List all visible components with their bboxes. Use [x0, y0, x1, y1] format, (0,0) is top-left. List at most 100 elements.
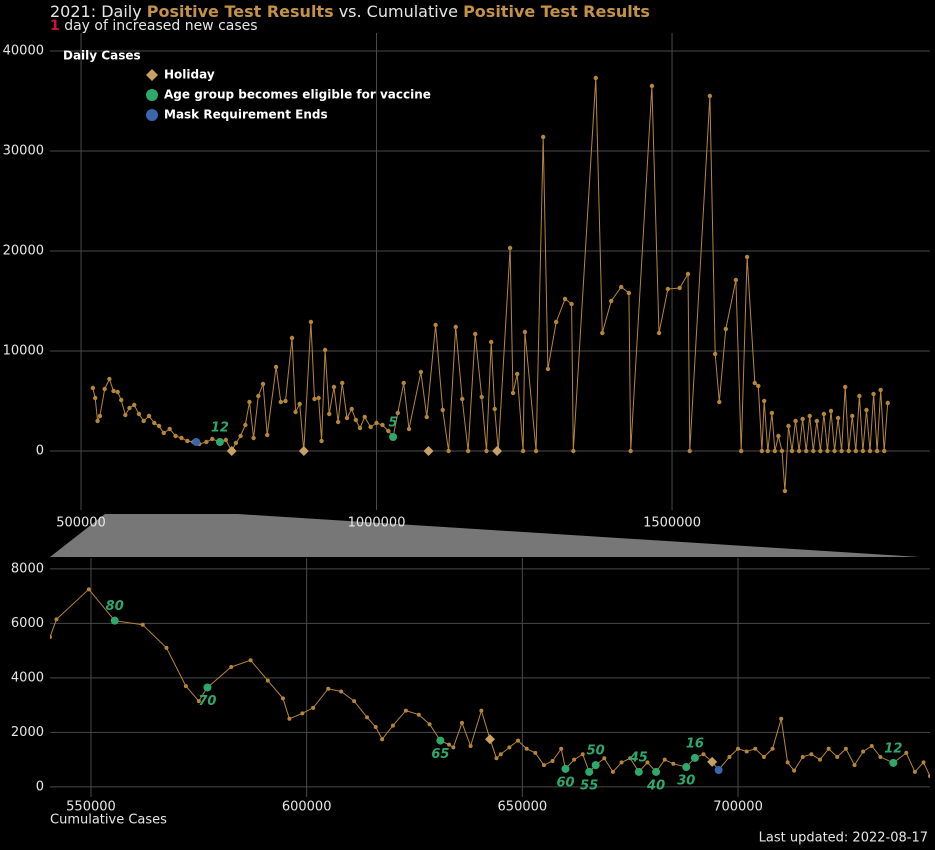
- legend-swatch: [146, 89, 158, 101]
- data-point: [818, 757, 822, 762]
- event-marker: [215, 438, 224, 446]
- data-point: [782, 488, 788, 494]
- data-point: [427, 722, 432, 727]
- data-point: [447, 742, 452, 747]
- data-point: [403, 708, 408, 713]
- event-label: 50: [587, 744, 605, 759]
- data-point: [524, 746, 529, 751]
- data-point: [761, 754, 766, 759]
- data-point: [772, 448, 778, 454]
- data-point: [280, 696, 285, 701]
- data-point: [850, 413, 855, 419]
- data-point: [173, 433, 178, 439]
- data-point: [278, 399, 283, 405]
- x-tick-label: 1000000: [348, 516, 406, 531]
- y-tick-label: 40000: [3, 44, 44, 59]
- data-point: [311, 705, 316, 710]
- data-point: [459, 720, 464, 725]
- data-point: [649, 83, 655, 89]
- data-point: [738, 448, 744, 454]
- data-point: [273, 364, 279, 370]
- data-point: [602, 756, 607, 761]
- data-point: [828, 408, 834, 414]
- data-point: [619, 284, 624, 290]
- data-point: [50, 635, 52, 640]
- event-label: 80: [106, 599, 124, 614]
- data-point: [904, 750, 909, 755]
- data-point: [789, 448, 795, 454]
- event-marker: [203, 683, 212, 692]
- data-point: [319, 438, 324, 444]
- legend-label: Age group becomes eligible for vaccine: [164, 88, 431, 102]
- holiday-marker: [226, 446, 237, 456]
- y-tick-label: 10000: [3, 344, 44, 359]
- event-label: 55: [580, 778, 598, 793]
- data-point: [553, 319, 559, 325]
- data-point: [331, 384, 337, 390]
- data-point: [842, 384, 848, 390]
- data-point: [140, 622, 145, 627]
- data-point: [811, 448, 816, 454]
- data-point: [339, 689, 344, 694]
- data-point: [533, 750, 538, 755]
- event-marker: [652, 767, 661, 776]
- event-marker: [389, 433, 398, 441]
- event-label: 70: [198, 694, 216, 709]
- data-point: [380, 422, 385, 428]
- data-point: [416, 712, 421, 717]
- data-point: [752, 380, 757, 386]
- data-point: [843, 746, 848, 751]
- data-point: [460, 396, 465, 402]
- legend-swatch: [146, 69, 158, 81]
- subtitle-text: day of increased new cases: [60, 18, 258, 34]
- data-point: [825, 448, 830, 454]
- data-point: [312, 396, 317, 402]
- event-marker: [889, 758, 898, 767]
- event-marker: [714, 766, 723, 775]
- data-point: [406, 426, 412, 432]
- y-tick-label: 6000: [11, 616, 44, 631]
- data-point: [473, 331, 478, 337]
- data-point: [233, 440, 239, 446]
- data-point: [656, 330, 662, 336]
- data-point: [238, 433, 243, 439]
- data-point: [593, 75, 598, 81]
- data-point: [507, 245, 513, 251]
- data-point: [283, 398, 288, 404]
- event-label: 5: [389, 416, 398, 431]
- holiday-marker: [485, 734, 495, 745]
- plot-area: [50, 587, 930, 779]
- data-point: [265, 678, 270, 683]
- event-label: 12: [211, 421, 229, 436]
- holiday-marker: [298, 446, 309, 456]
- data-point: [54, 617, 59, 622]
- y-tick-label: 0: [36, 444, 44, 459]
- data-point: [293, 409, 298, 415]
- data-point: [264, 432, 270, 438]
- data-point: [451, 745, 456, 750]
- data-point: [492, 406, 497, 412]
- data-point: [365, 715, 370, 720]
- data-point: [196, 699, 201, 704]
- data-point: [717, 399, 722, 405]
- data-point: [132, 402, 137, 408]
- data-point: [814, 418, 820, 424]
- data-point: [878, 387, 883, 393]
- legend-label: Holiday: [164, 68, 215, 82]
- data-point: [251, 435, 256, 441]
- data-point: [300, 711, 305, 716]
- data-point: [756, 383, 761, 389]
- event-marker: [110, 616, 119, 625]
- event-marker: [682, 763, 691, 772]
- data-point: [256, 393, 261, 399]
- data-point: [494, 756, 499, 761]
- data-point: [248, 658, 253, 663]
- data-point: [287, 716, 292, 721]
- data-point: [510, 390, 516, 396]
- event-marker: [585, 767, 594, 776]
- y-axis-label: Daily Cases: [63, 49, 141, 63]
- data-point: [102, 386, 107, 392]
- data-point: [600, 330, 605, 336]
- data-point: [488, 339, 494, 345]
- data-point: [809, 752, 814, 757]
